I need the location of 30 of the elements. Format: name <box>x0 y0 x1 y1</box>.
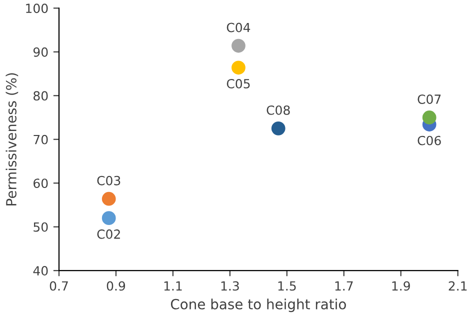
series-label: C06 <box>418 136 441 146</box>
point <box>271 121 286 136</box>
x-tick-label: 1.9 <box>392 281 410 291</box>
series-label: C03 <box>97 176 120 186</box>
x-tick-label: 1.5 <box>278 281 296 291</box>
x-tick-label: 2.1 <box>448 281 467 290</box>
y-tick-label: 70 <box>34 134 48 144</box>
y-tick-label: 50 <box>34 222 48 232</box>
series-label: C04 <box>226 22 250 32</box>
point <box>102 211 116 226</box>
point <box>232 60 246 75</box>
x-tick-label: 1.7 <box>335 281 353 290</box>
x-tick-label: 0.7 <box>50 281 68 291</box>
y-tick-label: 80 <box>34 91 48 101</box>
point <box>422 110 436 124</box>
x-tick-label: 1.3 <box>221 281 239 291</box>
y-tick-label: 100 <box>26 4 48 14</box>
x-tick-label: 1.1 <box>164 281 182 290</box>
point <box>102 192 116 206</box>
series-label: C08 <box>266 105 290 115</box>
point <box>232 38 246 53</box>
x-tick-label: 0.9 <box>106 281 126 291</box>
series-label: C05 <box>226 78 250 88</box>
y-tick-label: 40 <box>33 266 48 276</box>
y-axis-title: Permissiveness (%) <box>6 73 18 206</box>
y-tick-label: 60 <box>34 178 48 188</box>
y-tick-label: 90 <box>33 47 48 57</box>
x-axis-title: Cone base to height ratio <box>170 298 346 312</box>
series-label: C02 <box>97 229 120 239</box>
series-label: C07 <box>418 94 441 104</box>
